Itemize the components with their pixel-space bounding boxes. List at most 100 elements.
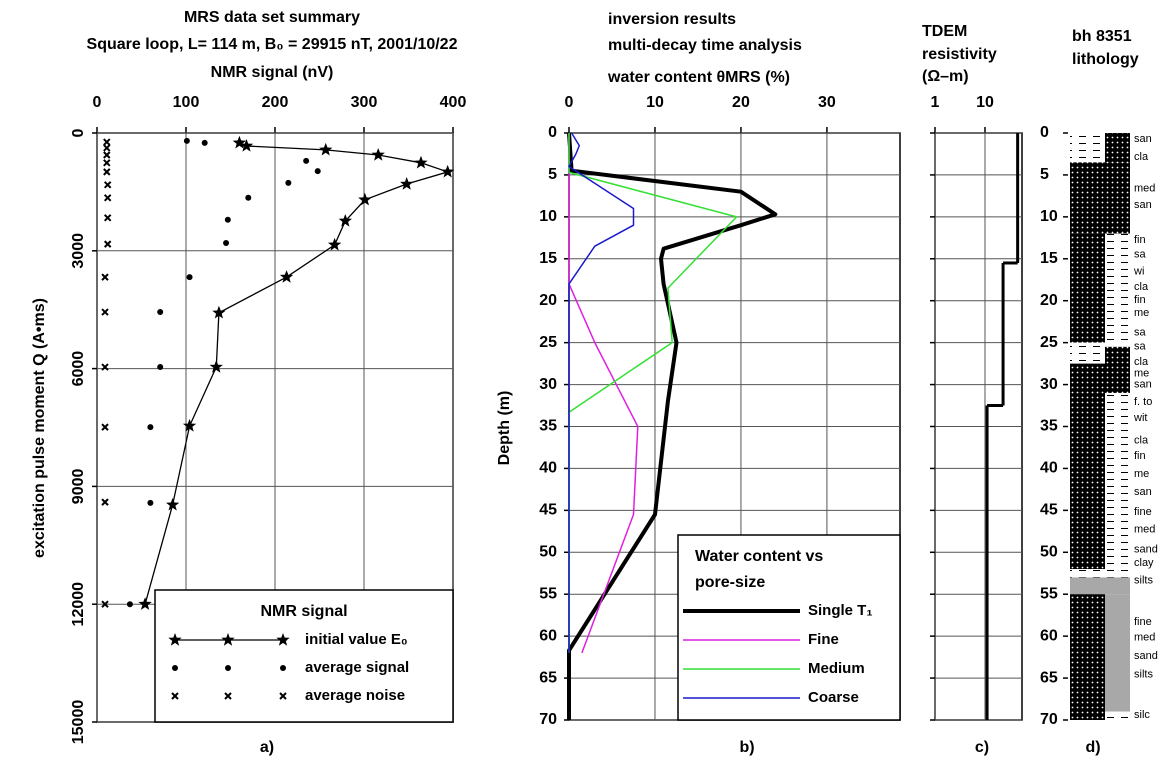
x-tick-label: 200: [262, 94, 289, 111]
dot-marker: [157, 364, 164, 371]
x-marker: [224, 692, 232, 700]
x-marker: [279, 692, 287, 700]
lithology-layer: [1070, 133, 1105, 163]
dot-marker: [224, 216, 231, 223]
x-marker: [103, 194, 112, 202]
legend-label: Fine: [808, 631, 839, 648]
lithology-label: cla: [1134, 435, 1149, 447]
lithology-layer: [1105, 346, 1130, 368]
y-tick-label: 35: [1040, 418, 1058, 435]
y-tick-label: 10: [539, 208, 557, 225]
y-tick-label: 0: [548, 124, 557, 141]
lithology-label: fine: [1134, 616, 1152, 628]
lithology-label: sand: [1134, 650, 1158, 662]
lithology-layer: [1070, 594, 1105, 720]
panel-title: MRS data set summary: [184, 9, 360, 26]
x-marker: [103, 168, 111, 176]
x-tick-label: 0: [565, 94, 574, 111]
dot-marker: [172, 665, 178, 671]
x-marker: [101, 363, 109, 371]
lithology-layer: [1070, 162, 1130, 234]
y-tick-label: 40: [539, 460, 557, 477]
series-line: [567, 132, 778, 720]
lithology-layer: [1105, 233, 1130, 343]
x-marker: [103, 240, 112, 248]
x-marker: [103, 138, 111, 146]
y-tick-label: 25: [1040, 334, 1058, 351]
dot-marker: [303, 157, 310, 164]
star-marker: [319, 142, 333, 156]
lithology-label: sa: [1134, 248, 1147, 260]
star-marker: [400, 177, 414, 190]
series-line: [568, 132, 635, 653]
dot-marker: [280, 665, 286, 671]
lithology-layer: [1105, 133, 1130, 163]
lithology-layer: [1070, 363, 1130, 393]
lithology-layer: [1070, 569, 1130, 578]
panel-label: b): [739, 739, 754, 756]
legend-box: [154, 589, 454, 723]
star-marker: [221, 633, 235, 646]
x-marker: [101, 273, 109, 281]
lithology-label: cla: [1134, 151, 1149, 163]
y-tick-label: 9000: [70, 469, 87, 505]
star-marker: [358, 192, 372, 206]
star-marker: [338, 214, 352, 227]
lithology-label: sa: [1134, 341, 1147, 353]
y-tick-label: 15: [539, 250, 557, 267]
y-tick-label: 65: [539, 669, 557, 686]
star-marker: [328, 237, 342, 251]
lithology-layer: [1070, 233, 1105, 343]
y-tick-label: 70: [539, 711, 557, 728]
dot-marker: [245, 194, 252, 201]
lithology-layer: [1070, 577, 1130, 595]
x-tick-label: 400: [440, 94, 467, 111]
dot-marker: [126, 601, 133, 608]
x-tick-label: 1: [931, 94, 940, 111]
y-tick-label: 50: [539, 544, 557, 561]
dot-marker: [186, 274, 193, 281]
y-tick-label: 10: [1040, 208, 1058, 225]
x-tick-label: 100: [173, 94, 200, 111]
legend-label: Medium: [808, 660, 865, 677]
x-marker: [103, 181, 112, 189]
lithology-label: clay: [1134, 557, 1154, 569]
y-tick-label: 30: [1040, 376, 1058, 393]
star-marker: [182, 418, 197, 432]
lithology-label: fine: [1134, 506, 1152, 518]
panel-subtitle: lithology: [1072, 51, 1139, 68]
lithology-label: silc: [1134, 709, 1150, 721]
legend-label: Coarse: [808, 689, 859, 706]
lithology-label: wit: [1133, 412, 1147, 424]
y-tick-label: 55: [539, 585, 557, 602]
lithology-label: sand: [1134, 544, 1158, 556]
y-tick-label: 6000: [70, 351, 87, 387]
y-tick-label: 5: [548, 166, 557, 183]
panel-label: a): [260, 739, 274, 756]
star-marker: [232, 135, 247, 149]
star-marker: [371, 148, 385, 161]
legend-label: average noise: [305, 687, 405, 704]
y-tick-label: 20: [1040, 292, 1058, 309]
panel-subtitle: resistivity: [922, 46, 997, 63]
star-marker: [168, 633, 182, 646]
lithology-label: med: [1134, 524, 1155, 536]
x-marker: [101, 308, 109, 316]
x-marker: [101, 423, 109, 431]
panel-xlabel: (Ω–m): [922, 68, 969, 85]
lithology-label: med: [1134, 632, 1155, 644]
legend-box: [677, 534, 901, 721]
lithology-label: fin: [1134, 294, 1146, 306]
y-tick-label: 70: [1040, 711, 1058, 728]
lithology-label: san: [1134, 133, 1152, 145]
y-axis-label: Depth (m): [496, 391, 513, 466]
lithology-label: san: [1134, 378, 1152, 390]
x-tick-label: 20: [732, 94, 750, 111]
legend-title: pore-size: [695, 574, 765, 591]
y-tick-label: 0: [1040, 124, 1049, 141]
y-tick-label: 20: [539, 292, 557, 309]
x-marker: [103, 151, 111, 159]
panel-label: c): [975, 739, 989, 756]
lithology-label: fin: [1134, 450, 1146, 462]
star-marker: [166, 497, 180, 511]
